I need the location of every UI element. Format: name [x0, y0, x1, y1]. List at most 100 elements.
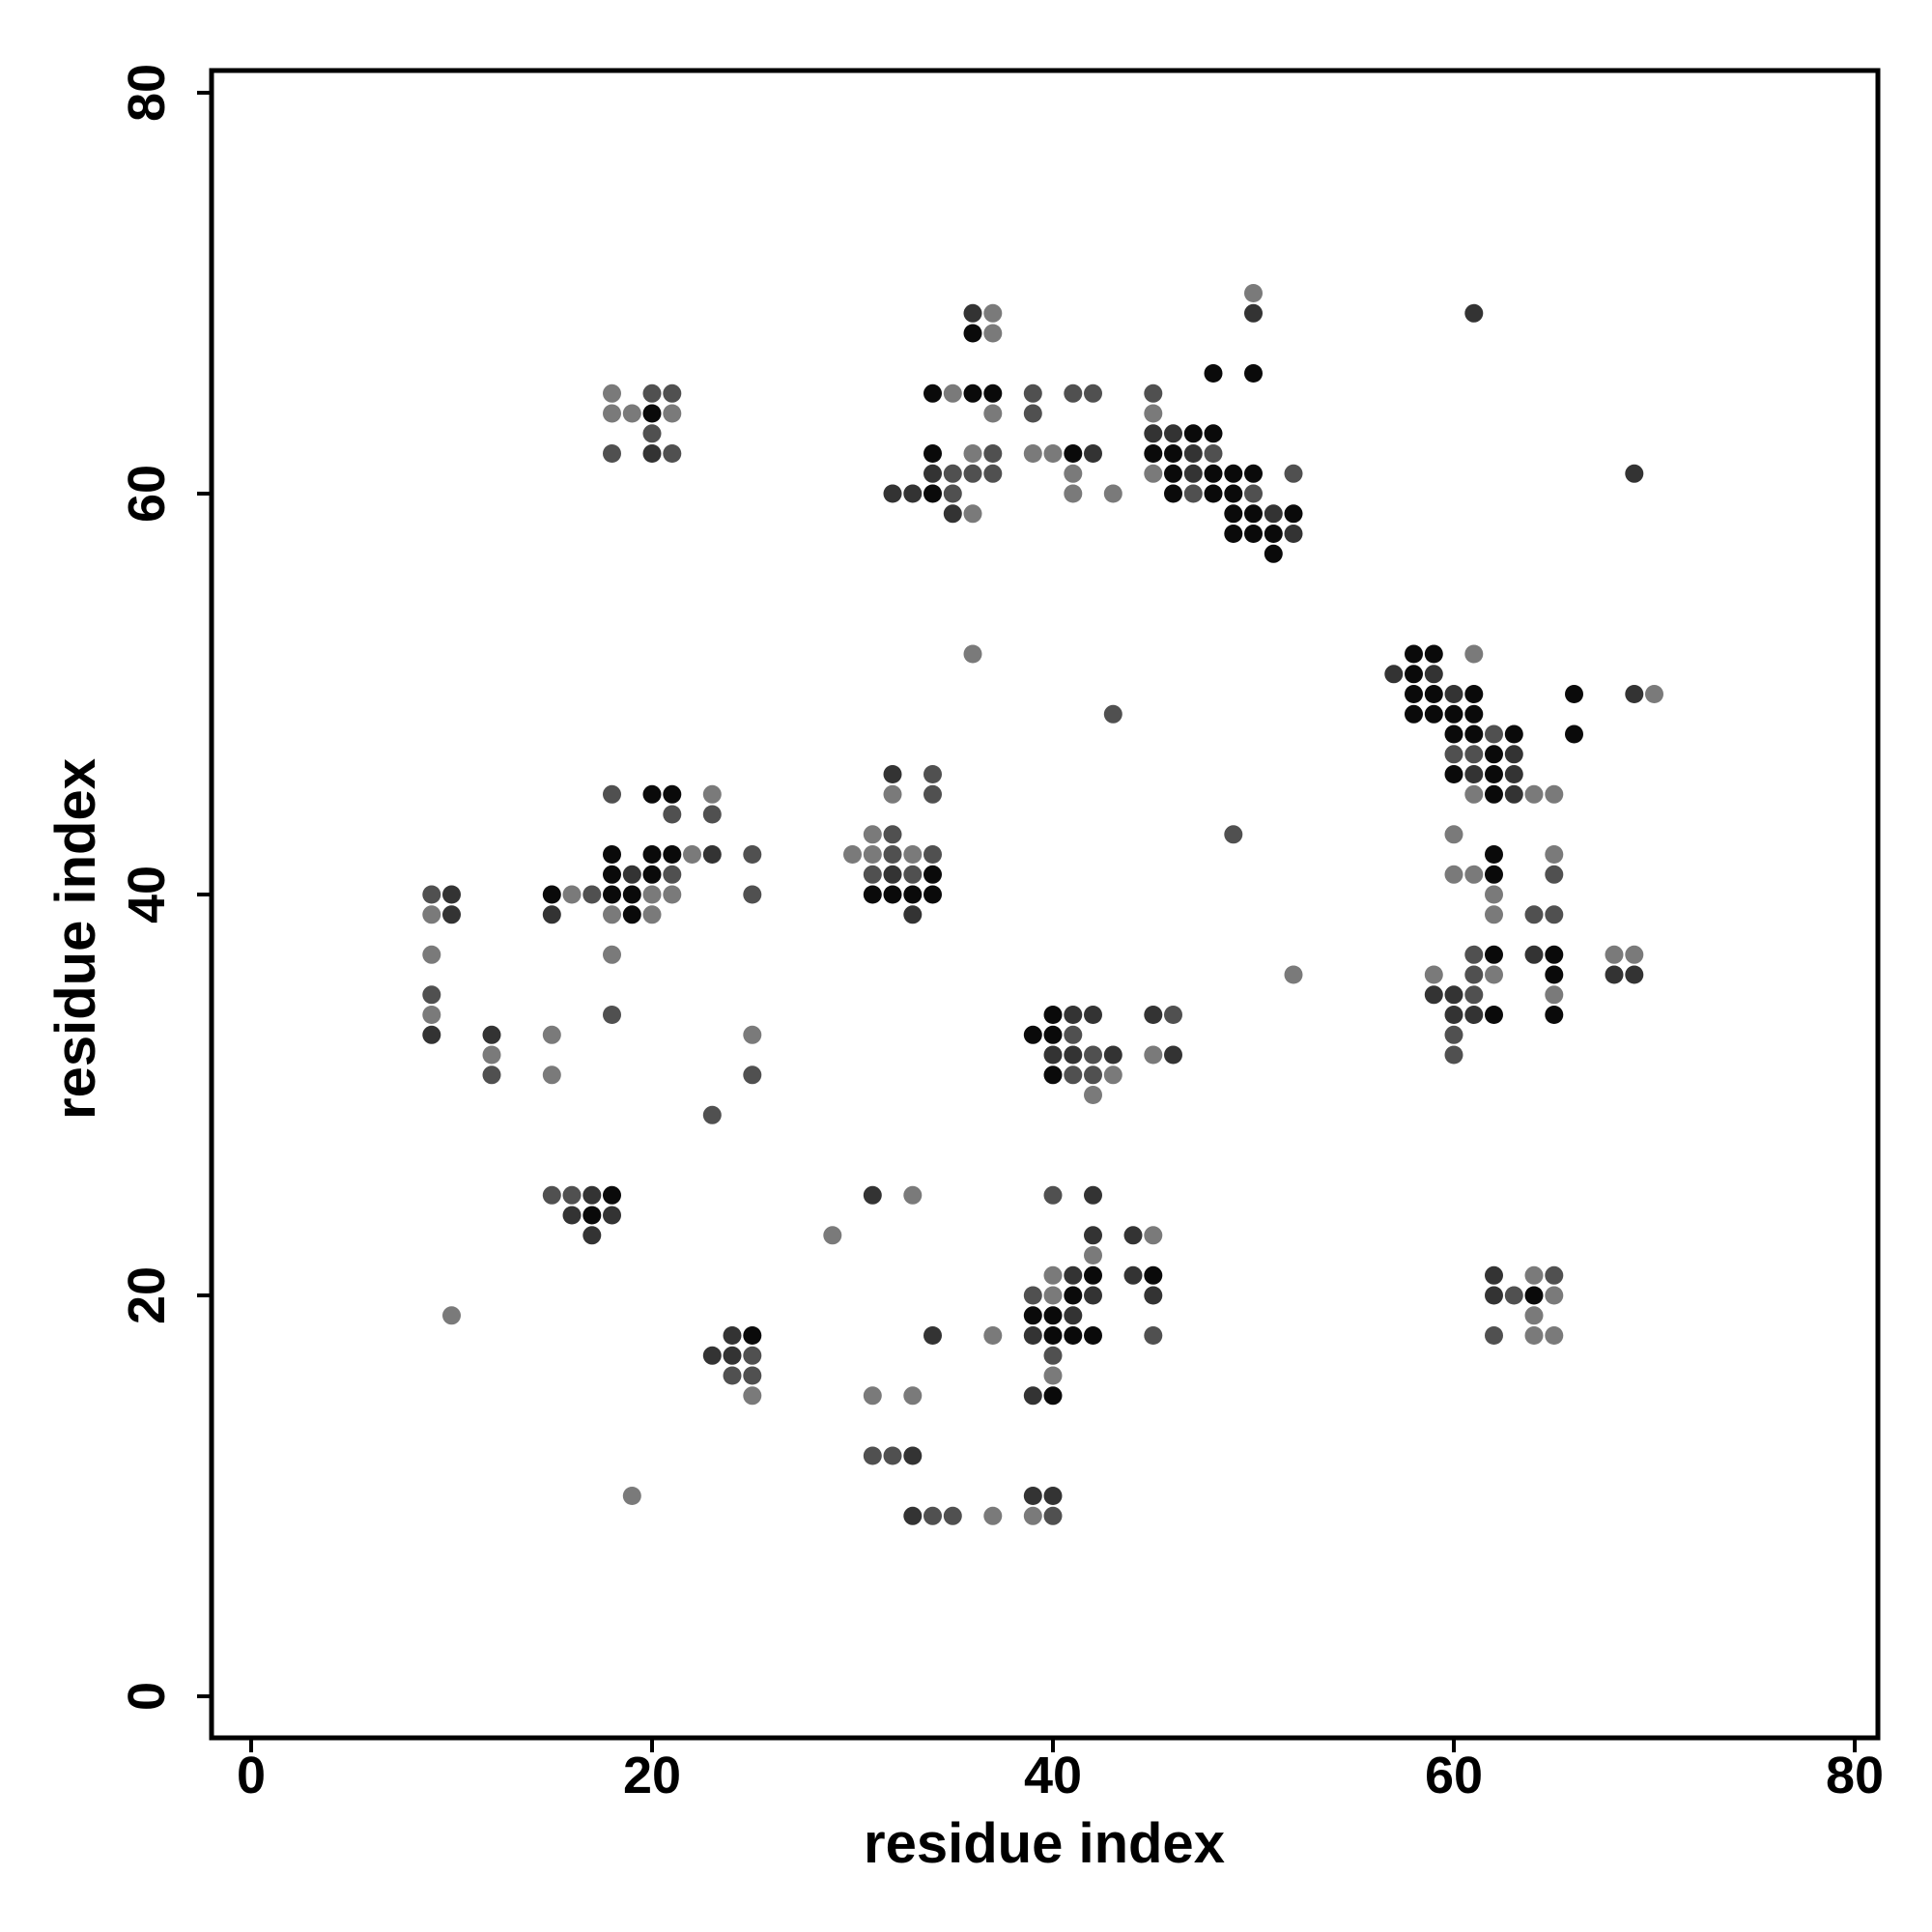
data-point	[963, 384, 982, 403]
data-point	[923, 484, 942, 503]
data-point	[903, 845, 923, 864]
data-point	[1043, 1386, 1063, 1406]
data-point	[1524, 1265, 1544, 1285]
data-point	[1545, 965, 1564, 984]
data-point	[723, 1346, 742, 1365]
data-point	[883, 825, 902, 844]
data-point	[1545, 865, 1564, 884]
data-point	[1224, 525, 1243, 543]
data-point	[1565, 685, 1583, 703]
data-point	[843, 845, 862, 864]
data-point	[883, 845, 902, 864]
data-point	[1043, 1265, 1063, 1285]
data-point	[1183, 464, 1203, 483]
data-point	[1485, 765, 1503, 783]
data-point	[663, 885, 682, 904]
data-point	[1023, 1386, 1042, 1406]
data-point	[903, 905, 923, 924]
data-point	[642, 384, 662, 403]
data-point	[1444, 825, 1463, 844]
data-point	[1424, 665, 1443, 684]
data-point	[1123, 1226, 1143, 1245]
data-point	[1043, 1306, 1063, 1325]
data-point	[1244, 303, 1263, 323]
y-axis: 0 20 40 60 80	[118, 64, 212, 1711]
data-point	[1164, 424, 1182, 443]
data-point	[1084, 1265, 1102, 1285]
data-point	[1084, 384, 1102, 403]
data-point	[1043, 1326, 1063, 1345]
data-point	[1464, 985, 1484, 1005]
data-point	[723, 1326, 742, 1345]
data-point	[1064, 1265, 1083, 1285]
data-point	[1183, 444, 1203, 463]
data-point	[1485, 784, 1503, 804]
data-point	[582, 1226, 602, 1245]
data-point	[1204, 464, 1223, 483]
data-point	[1284, 525, 1303, 543]
data-point	[1464, 1006, 1484, 1024]
data-point	[663, 805, 682, 824]
data-point	[1144, 1006, 1163, 1024]
data-point	[1545, 1326, 1564, 1345]
data-point	[1424, 985, 1443, 1005]
data-point	[1144, 1045, 1163, 1065]
data-point	[1424, 704, 1443, 724]
data-point	[622, 404, 641, 423]
data-point	[983, 324, 1003, 343]
data-point	[1284, 464, 1303, 483]
y-tick-label: 20	[118, 1266, 176, 1324]
data-point	[622, 865, 641, 884]
data-point	[1444, 865, 1463, 884]
data-point	[963, 644, 982, 664]
data-point	[1144, 384, 1163, 403]
data-point	[422, 985, 441, 1005]
data-point	[663, 404, 682, 423]
data-point	[1164, 1006, 1182, 1024]
data-point	[1565, 724, 1583, 744]
data-point	[1144, 404, 1163, 423]
data-point	[1064, 384, 1083, 403]
data-point	[923, 865, 942, 884]
data-point	[622, 885, 641, 904]
data-point	[863, 1386, 882, 1406]
data-point	[1224, 825, 1243, 844]
data-point	[603, 885, 621, 904]
data-point	[1164, 464, 1182, 483]
data-point	[1084, 1246, 1102, 1264]
data-point	[663, 845, 682, 864]
data-point	[603, 945, 621, 964]
data-point	[1504, 1286, 1523, 1305]
data-point	[442, 1306, 461, 1325]
data-point	[963, 303, 982, 323]
data-point	[903, 1185, 923, 1205]
data-point	[1625, 965, 1644, 984]
data-point	[1524, 905, 1544, 924]
data-point	[1023, 1286, 1042, 1305]
data-point	[743, 1386, 762, 1406]
data-point	[1023, 444, 1042, 463]
data-point	[1464, 965, 1484, 984]
data-point	[1043, 1045, 1063, 1065]
data-point	[1144, 1286, 1163, 1305]
data-point	[1084, 1086, 1102, 1104]
data-point	[903, 1446, 923, 1465]
data-point	[663, 384, 682, 403]
y-tick-label: 0	[118, 1682, 176, 1711]
data-point	[1284, 504, 1303, 524]
data-point	[1504, 784, 1523, 804]
data-point	[1204, 484, 1223, 503]
data-point	[702, 1346, 722, 1365]
data-point	[1064, 1286, 1083, 1305]
data-point	[1605, 945, 1624, 964]
data-point	[663, 865, 682, 884]
data-point	[1164, 484, 1182, 503]
data-point	[1084, 1185, 1102, 1205]
data-point	[903, 885, 923, 904]
data-point	[542, 1065, 561, 1085]
x-tick-label: 60	[1425, 1747, 1483, 1804]
data-point	[1023, 384, 1042, 403]
data-point	[743, 1326, 762, 1345]
data-point	[983, 1506, 1003, 1525]
data-point	[582, 1185, 602, 1205]
